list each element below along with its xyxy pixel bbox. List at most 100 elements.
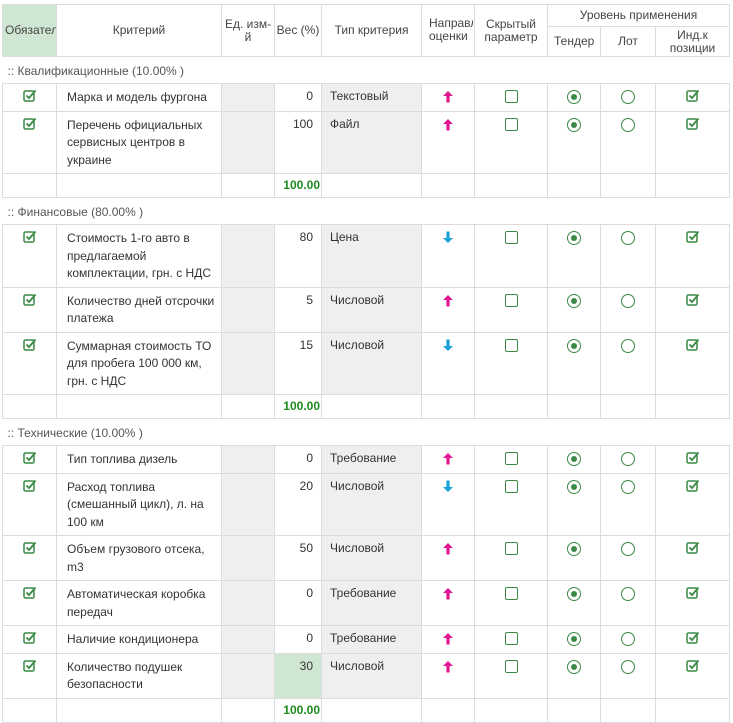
tender-radio-selected[interactable] xyxy=(567,452,581,466)
arrow-down-icon[interactable] xyxy=(442,339,454,355)
hidden-param-checkbox[interactable] xyxy=(504,90,518,103)
checked-checkbox-icon[interactable] xyxy=(685,230,700,246)
arrow-down-icon[interactable] xyxy=(442,231,454,247)
weight-value[interactable]: 0 xyxy=(274,445,322,474)
hidden-param-checkbox[interactable] xyxy=(504,479,518,493)
required-checkbox[interactable] xyxy=(2,445,57,474)
weight-value[interactable]: 0 xyxy=(274,625,322,654)
weight-value[interactable]: 0 xyxy=(274,580,322,626)
required-checkbox[interactable] xyxy=(2,652,57,699)
tender-radio-selected[interactable] xyxy=(567,542,581,556)
hidden-param-cell[interactable] xyxy=(474,580,548,626)
tender-radio-selected[interactable] xyxy=(567,231,581,245)
required-checkbox[interactable] xyxy=(2,83,57,112)
tender-radio-selected[interactable] xyxy=(567,632,581,646)
position-cell[interactable] xyxy=(655,580,730,626)
required-checkbox[interactable] xyxy=(2,472,57,536)
checked-checkbox-icon[interactable] xyxy=(22,117,37,133)
header-criterion[interactable]: Критерий xyxy=(56,4,222,57)
checked-checkbox-icon[interactable] xyxy=(685,541,700,557)
hidden-param-cell[interactable] xyxy=(474,652,548,699)
arrow-up-icon[interactable] xyxy=(442,660,454,676)
tender-cell[interactable] xyxy=(547,286,601,333)
checked-checkbox-icon[interactable] xyxy=(22,338,37,354)
checked-checkbox-icon[interactable] xyxy=(685,451,700,467)
checked-checkbox-icon[interactable] xyxy=(685,659,700,675)
lot-radio[interactable] xyxy=(621,632,635,646)
checked-checkbox-icon[interactable] xyxy=(685,586,700,602)
required-checkbox[interactable] xyxy=(2,224,57,288)
tender-cell[interactable] xyxy=(547,535,601,581)
weight-value[interactable]: 50 xyxy=(274,535,322,581)
tender-cell[interactable] xyxy=(547,580,601,626)
checked-checkbox-icon[interactable] xyxy=(685,338,700,354)
lot-radio[interactable] xyxy=(621,452,635,466)
arrow-up-icon[interactable] xyxy=(442,587,454,603)
header-position[interactable]: Инд.к позиции xyxy=(655,26,730,57)
position-cell[interactable] xyxy=(655,110,730,174)
lot-radio[interactable] xyxy=(621,117,635,132)
lot-radio[interactable] xyxy=(621,542,635,556)
lot-cell[interactable] xyxy=(600,331,656,395)
checked-checkbox-icon[interactable] xyxy=(22,479,37,495)
required-checkbox[interactable] xyxy=(2,625,57,654)
checked-checkbox-icon[interactable] xyxy=(22,659,37,675)
hidden-param-checkbox[interactable] xyxy=(504,293,518,307)
lot-cell[interactable] xyxy=(600,472,656,536)
tender-cell[interactable] xyxy=(547,83,601,112)
arrow-down-icon[interactable] xyxy=(442,480,454,496)
lot-radio[interactable] xyxy=(621,90,635,104)
weight-value[interactable]: 20 xyxy=(274,472,322,536)
tender-cell[interactable] xyxy=(547,445,601,474)
direction-cell[interactable] xyxy=(421,580,475,626)
required-checkbox[interactable] xyxy=(2,580,57,626)
header-direction[interactable]: Направление оценки xyxy=(421,4,475,57)
lot-radio[interactable] xyxy=(621,587,635,601)
checked-checkbox-icon[interactable] xyxy=(22,541,37,557)
lot-cell[interactable] xyxy=(600,580,656,626)
lot-cell[interactable] xyxy=(600,652,656,699)
checked-checkbox-icon[interactable] xyxy=(22,230,37,246)
hidden-param-cell[interactable] xyxy=(474,535,548,581)
arrow-up-icon[interactable] xyxy=(442,542,454,558)
header-lot[interactable]: Лот xyxy=(600,26,656,57)
arrow-up-icon[interactable] xyxy=(442,90,454,106)
checked-checkbox-icon[interactable] xyxy=(22,451,37,467)
direction-cell[interactable] xyxy=(421,286,475,333)
position-cell[interactable] xyxy=(655,331,730,395)
tender-cell[interactable] xyxy=(547,652,601,699)
lot-radio[interactable] xyxy=(621,338,635,353)
weight-value[interactable]: 30 xyxy=(274,652,322,699)
tender-cell[interactable] xyxy=(547,625,601,654)
hidden-param-checkbox[interactable] xyxy=(504,587,518,600)
hidden-param-cell[interactable] xyxy=(474,445,548,474)
hidden-param-cell[interactable] xyxy=(474,83,548,112)
arrow-up-icon[interactable] xyxy=(442,294,454,310)
direction-cell[interactable] xyxy=(421,625,475,654)
arrow-up-icon[interactable] xyxy=(442,118,454,134)
header-weight[interactable]: Вес (%) xyxy=(274,4,322,57)
required-checkbox[interactable] xyxy=(2,286,57,333)
hidden-param-checkbox[interactable] xyxy=(504,632,518,645)
checked-checkbox-icon[interactable] xyxy=(22,89,37,105)
lot-cell[interactable] xyxy=(600,286,656,333)
position-cell[interactable] xyxy=(655,445,730,474)
position-cell[interactable] xyxy=(655,83,730,112)
header-tender[interactable]: Тендер xyxy=(547,26,601,57)
checked-checkbox-icon[interactable] xyxy=(685,89,700,105)
tender-cell[interactable] xyxy=(547,224,601,288)
position-cell[interactable] xyxy=(655,625,730,654)
lot-cell[interactable] xyxy=(600,445,656,474)
header-hidden[interactable]: Скрытый параметр xyxy=(474,4,548,57)
hidden-param-checkbox[interactable] xyxy=(504,338,518,352)
hidden-param-checkbox[interactable] xyxy=(504,659,518,673)
lot-cell[interactable] xyxy=(600,110,656,174)
direction-cell[interactable] xyxy=(421,472,475,536)
direction-cell[interactable] xyxy=(421,652,475,699)
arrow-up-icon[interactable] xyxy=(442,632,454,648)
lot-radio[interactable] xyxy=(621,479,635,494)
header-type[interactable]: Тип критерия xyxy=(321,4,422,57)
tender-radio-selected[interactable] xyxy=(567,338,581,353)
hidden-param-cell[interactable] xyxy=(474,224,548,288)
tender-radio-selected[interactable] xyxy=(567,117,581,132)
